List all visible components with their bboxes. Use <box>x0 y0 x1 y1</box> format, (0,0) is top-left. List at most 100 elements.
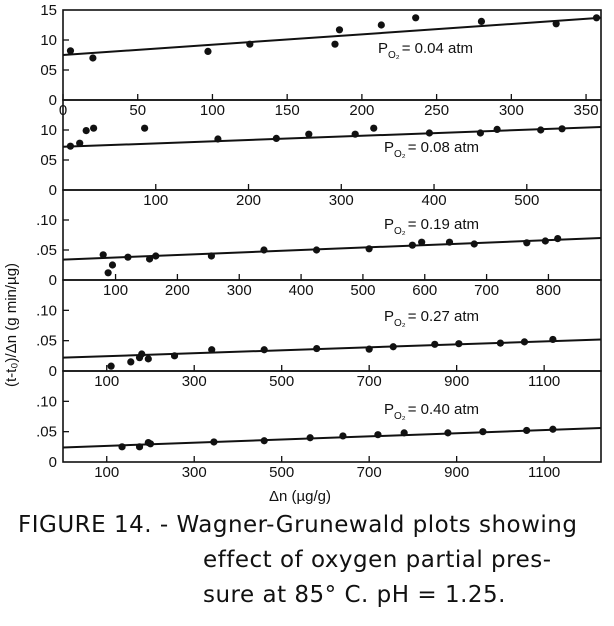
data-point <box>523 426 531 435</box>
data-point <box>408 241 416 249</box>
data-point <box>210 438 218 446</box>
data-point <box>431 340 439 348</box>
data-point <box>549 335 557 344</box>
data-point <box>554 235 562 243</box>
data-point <box>520 338 529 346</box>
x-tick-label: 500 <box>269 373 294 390</box>
x-tick-label: 300 <box>499 102 524 119</box>
panel-5: 0 .05 .10 100 300 500 700 900 1100 PO₂ = 0.40 atm <box>36 370 602 481</box>
x-tick-label: 700 <box>357 464 382 481</box>
data-point <box>118 443 126 451</box>
data-point <box>377 21 385 29</box>
data-point <box>477 17 486 25</box>
y-tick-label: 0 <box>49 182 57 199</box>
fit-line <box>62 338 602 359</box>
x-tick-label: 100 <box>94 373 119 390</box>
x-tick-label: 50 <box>129 102 146 119</box>
caption-line-1: FIGURE 14. - Wagner-Grunewald plots show… <box>18 512 578 538</box>
data-point <box>493 125 501 133</box>
x-tick-label: 500 <box>350 282 375 299</box>
data-point <box>260 346 268 354</box>
x-tick-label: 100 <box>103 282 128 299</box>
po2-annotation: PO₂ = 0.40 atm <box>384 401 479 422</box>
po2-annotation: PO₂ = 0.19 atm <box>384 216 479 237</box>
x-tick-label: 600 <box>412 282 437 299</box>
data-point <box>107 362 115 370</box>
data-point <box>445 238 454 246</box>
y-tick-label: .05 <box>36 424 57 441</box>
data-point <box>246 40 254 48</box>
fit-line <box>62 237 602 261</box>
x-tick-label: 1100 <box>528 464 560 481</box>
x-tick-label: 900 <box>444 373 469 390</box>
y-tick-label: .10 <box>36 212 57 229</box>
x-tick-label: 100 <box>143 192 168 209</box>
data-point <box>365 345 373 353</box>
data-point <box>127 358 135 366</box>
data-point <box>552 20 560 28</box>
x-tick-label: 500 <box>269 464 294 481</box>
data-point <box>331 40 339 48</box>
y-axis-label: (t-t₀)/Δn (g min/µg) <box>3 263 20 387</box>
data-point <box>208 346 216 354</box>
data-point <box>365 245 373 253</box>
data-point <box>455 340 463 348</box>
data-point <box>425 129 433 137</box>
x-tick-label: 200 <box>236 192 261 209</box>
panel-4: 0 .05 .10 100 300 500 700 900 1100 PO₂ = 0.27 atm <box>36 279 602 390</box>
y-tick-label: .10 <box>36 393 57 410</box>
data-point <box>82 127 90 135</box>
data-point <box>444 429 452 437</box>
y-tick-label: 05 <box>40 152 57 169</box>
panel-frame <box>62 370 602 463</box>
data-point <box>170 352 179 360</box>
data-point <box>260 437 268 445</box>
fit-line <box>62 427 602 449</box>
data-point <box>207 252 216 260</box>
data-point <box>400 429 408 437</box>
data-point <box>90 124 98 132</box>
x-tick-label: 400 <box>289 282 314 299</box>
x-tick-label: 500 <box>514 192 539 209</box>
x-tick-label: 1100 <box>528 373 560 390</box>
y-tick-label: 10 <box>40 32 57 49</box>
po2-annotation: PO₂ = 0.27 atm <box>384 308 479 329</box>
fit-line <box>62 16 602 56</box>
data-point <box>144 355 152 363</box>
x-tick-label: 300 <box>182 464 207 481</box>
data-point <box>272 134 280 142</box>
data-point <box>496 339 504 347</box>
x-tick-label: 200 <box>165 282 190 299</box>
data-point <box>389 343 397 351</box>
y-tick-label: .05 <box>36 333 57 350</box>
data-point <box>152 252 160 260</box>
y-tick-label: 15 <box>40 2 57 19</box>
data-point <box>335 26 344 34</box>
caption-line-3: sure at 85° C. pH = 1.25. <box>203 582 506 608</box>
x-tick-label: 700 <box>474 282 499 299</box>
caption-line-2: effect of oxygen partial pres- <box>203 547 552 573</box>
data-point <box>66 142 75 150</box>
data-point <box>476 129 485 137</box>
data-point <box>418 238 426 246</box>
data-point <box>306 434 314 442</box>
y-tick-label: 0 <box>49 272 57 289</box>
y-tick-label: 0 <box>49 454 57 471</box>
data-point <box>99 251 107 259</box>
x-tick-label: 700 <box>357 373 382 390</box>
data-point <box>370 124 378 132</box>
panel-3: 0 .05 .10 100 200 300 400 500 600 700 800 PO₂ = 0.19… <box>36 189 602 299</box>
panel-2: 0 05 10 100 200 300 400 500 PO₂ = 0.08 atm <box>40 99 602 209</box>
x-tick-label: 250 <box>424 102 449 119</box>
data-point <box>146 440 155 448</box>
x-tick-label: 300 <box>329 192 354 209</box>
y-tick-label: 05 <box>40 62 57 79</box>
x-tick-label: 300 <box>182 373 207 390</box>
data-point <box>313 344 321 353</box>
data-point <box>523 239 531 247</box>
x-tick-label: 400 <box>422 192 447 209</box>
data-point <box>76 139 84 147</box>
data-point <box>537 126 545 134</box>
x-tick-label: 800 <box>536 282 561 299</box>
